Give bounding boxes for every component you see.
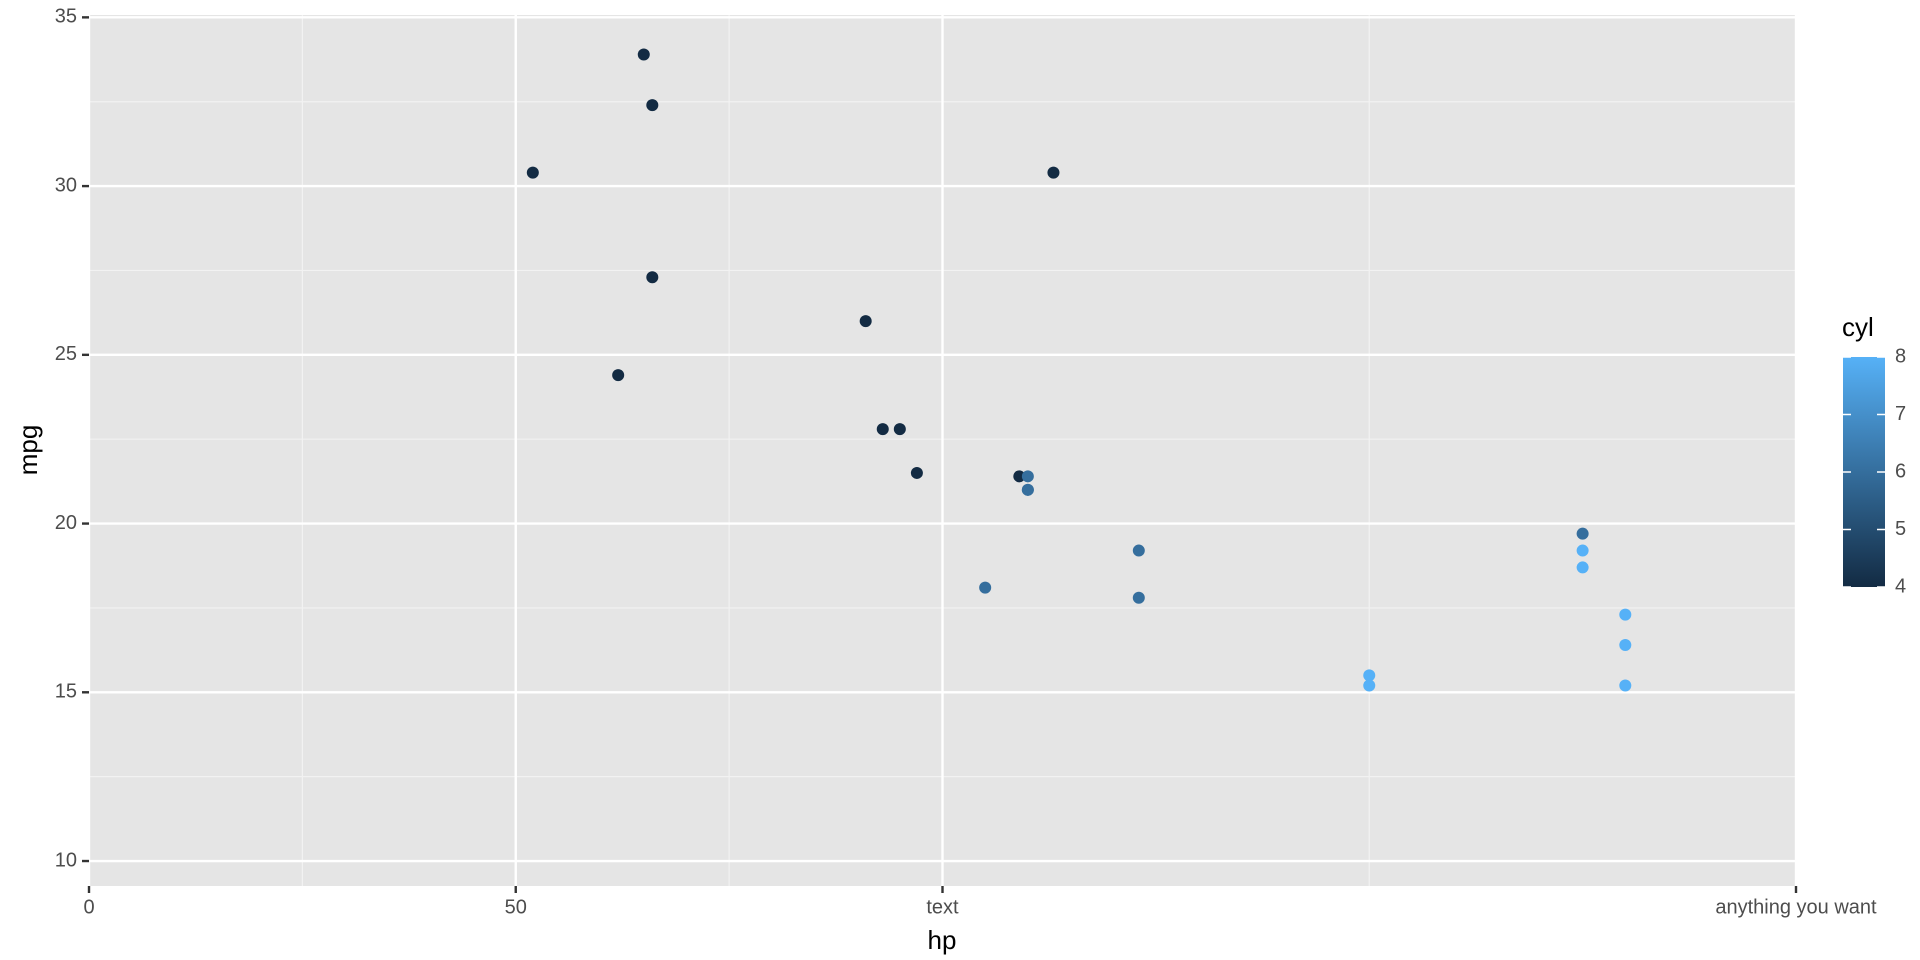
y-tick-label: 30 — [55, 174, 77, 196]
x-tick-label: text — [926, 896, 959, 918]
point — [612, 369, 625, 382]
point — [1576, 544, 1589, 557]
point — [526, 166, 539, 179]
point — [637, 48, 650, 61]
legend-label: 4 — [1895, 575, 1906, 597]
point — [1013, 470, 1026, 483]
point — [1047, 166, 1060, 179]
point — [1132, 544, 1145, 557]
point — [893, 423, 906, 436]
point — [1021, 470, 1034, 483]
point — [1619, 679, 1632, 692]
point — [1021, 483, 1034, 496]
legend-label: 7 — [1895, 403, 1906, 425]
point — [646, 271, 659, 284]
legend-label: 8 — [1895, 345, 1906, 367]
x-tick-label: 50 — [505, 896, 527, 918]
point — [1619, 608, 1632, 621]
point — [646, 99, 659, 112]
point — [1576, 527, 1589, 540]
point — [979, 581, 992, 594]
legend-label: 5 — [1895, 518, 1906, 540]
x-tick-label: anything you want — [1715, 896, 1877, 918]
y-tick-label: 35 — [55, 6, 77, 28]
legend-title: cyl — [1842, 312, 1874, 342]
point — [910, 466, 923, 479]
y-tick-label: 20 — [55, 512, 77, 534]
y-tick-label: 15 — [55, 681, 77, 703]
legend-label: 6 — [1895, 460, 1906, 482]
y-axis-title: mpg — [13, 425, 43, 476]
point — [859, 315, 872, 328]
point — [1363, 679, 1376, 692]
x-axis-title: hp — [928, 925, 957, 955]
y-tick-label: 25 — [55, 343, 77, 365]
point — [1363, 669, 1376, 682]
point — [1619, 639, 1632, 652]
point — [876, 423, 889, 436]
x-tick-label: 0 — [83, 896, 94, 918]
point — [1576, 561, 1589, 574]
point — [1132, 591, 1145, 604]
y-tick-label: 10 — [55, 849, 77, 871]
